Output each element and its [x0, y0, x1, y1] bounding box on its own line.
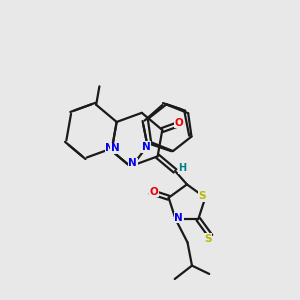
- Text: N: N: [142, 142, 150, 152]
- Text: O: O: [149, 187, 158, 197]
- Text: N: N: [111, 143, 119, 153]
- Text: O: O: [175, 118, 183, 128]
- Text: S: S: [199, 191, 206, 201]
- Text: S: S: [204, 234, 211, 244]
- Text: N: N: [128, 158, 137, 168]
- Text: N: N: [105, 143, 114, 153]
- Text: H: H: [178, 163, 187, 173]
- Text: N: N: [174, 213, 183, 223]
